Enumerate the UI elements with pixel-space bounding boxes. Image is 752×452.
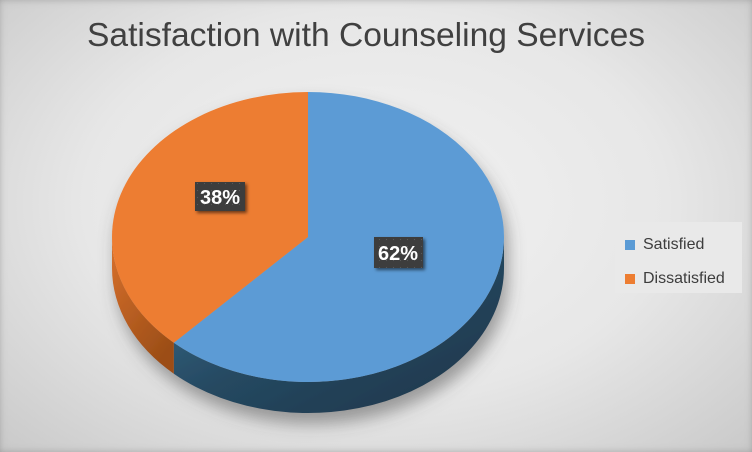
svg-text:62%: 62% — [378, 243, 418, 265]
svg-text:38%: 38% — [200, 187, 240, 209]
